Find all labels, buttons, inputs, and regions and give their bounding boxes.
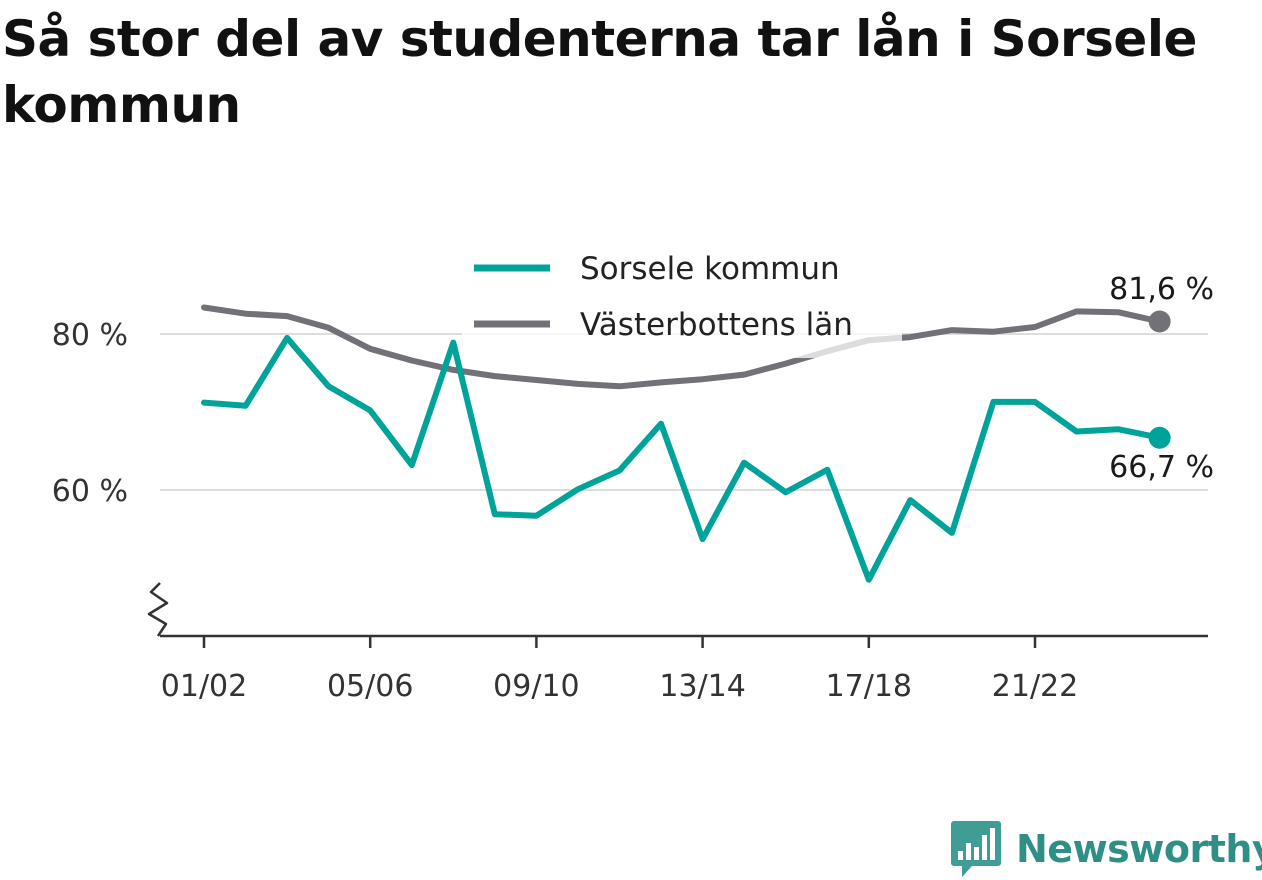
end-label-1: 81,6 % <box>1109 272 1214 307</box>
y-axis-break <box>147 582 169 637</box>
x-tick-label-09/10: 09/10 <box>493 669 579 704</box>
legend: Sorsele kommun Västerbottens län <box>462 238 902 358</box>
series-lines <box>201 304 1171 583</box>
series-endpoint-0 <box>1148 426 1171 449</box>
legend-label-1: Västerbottens län <box>580 307 853 343</box>
x-tick-label-17/18: 17/18 <box>826 669 912 704</box>
x-tick-label-01/02: 01/02 <box>161 669 247 704</box>
x-tick-label-13/14: 13/14 <box>659 669 745 704</box>
chart-title: Så stor del av studenterna tar lån i Sor… <box>2 10 1197 134</box>
newsworthy-logo-icon <box>951 821 1001 877</box>
legend-background <box>462 238 902 358</box>
end-label-0: 66,7 % <box>1109 450 1214 485</box>
y-tick-label-60: 60 % <box>52 474 128 509</box>
end-labels: 66,7 % 81,6 % <box>1109 272 1214 485</box>
axes: 60 % 80 % 01/02 05/06 09/10 13/14 17/18 21/22 <box>52 318 1208 704</box>
legend-label-0: Sorsele kommun <box>580 251 840 287</box>
series-line-0 <box>201 334 1163 583</box>
series-endpoint-1 <box>1148 310 1171 333</box>
x-tick-label-21/22: 21/22 <box>992 669 1078 704</box>
y-tick-label-80: 80 % <box>52 318 128 353</box>
x-tick-label-05/06: 05/06 <box>327 669 413 704</box>
newsworthy-logo: Newsworthy <box>950 818 1262 880</box>
newsworthy-logo-text: Newsworthy <box>1016 827 1262 871</box>
series-line-1 <box>201 304 1163 390</box>
